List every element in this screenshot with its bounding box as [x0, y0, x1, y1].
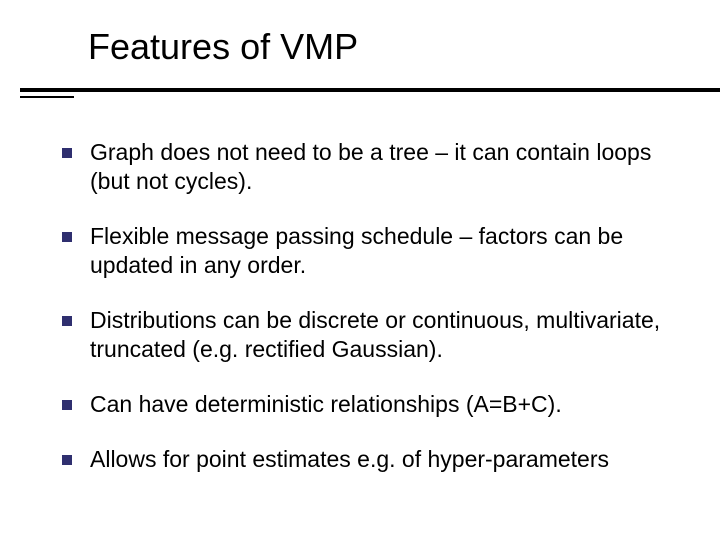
bullet-icon: [62, 148, 72, 158]
slide-title: Features of VMP: [88, 26, 358, 68]
list-item-text: Distributions can be discrete or continu…: [90, 306, 680, 364]
list-item-text: Flexible message passing schedule – fact…: [90, 222, 680, 280]
title-rule-thick: [20, 88, 720, 92]
title-rule-thin: [20, 96, 74, 98]
slide-body: Graph does not need to be a tree – it ca…: [62, 138, 680, 474]
list-item: Graph does not need to be a tree – it ca…: [62, 138, 680, 196]
bullet-icon: [62, 316, 72, 326]
slide: Features of VMP Graph does not need to b…: [0, 0, 720, 540]
list-item: Allows for point estimates e.g. of hyper…: [62, 445, 680, 474]
list-item-text: Graph does not need to be a tree – it ca…: [90, 138, 680, 196]
bullet-icon: [62, 455, 72, 465]
list-item-text: Can have deterministic relationships (A=…: [90, 390, 680, 419]
bullet-icon: [62, 400, 72, 410]
list-item: Distributions can be discrete or continu…: [62, 306, 680, 364]
list-item: Flexible message passing schedule – fact…: [62, 222, 680, 280]
list-item: Can have deterministic relationships (A=…: [62, 390, 680, 419]
list-item-text: Allows for point estimates e.g. of hyper…: [90, 445, 680, 474]
bullet-icon: [62, 232, 72, 242]
